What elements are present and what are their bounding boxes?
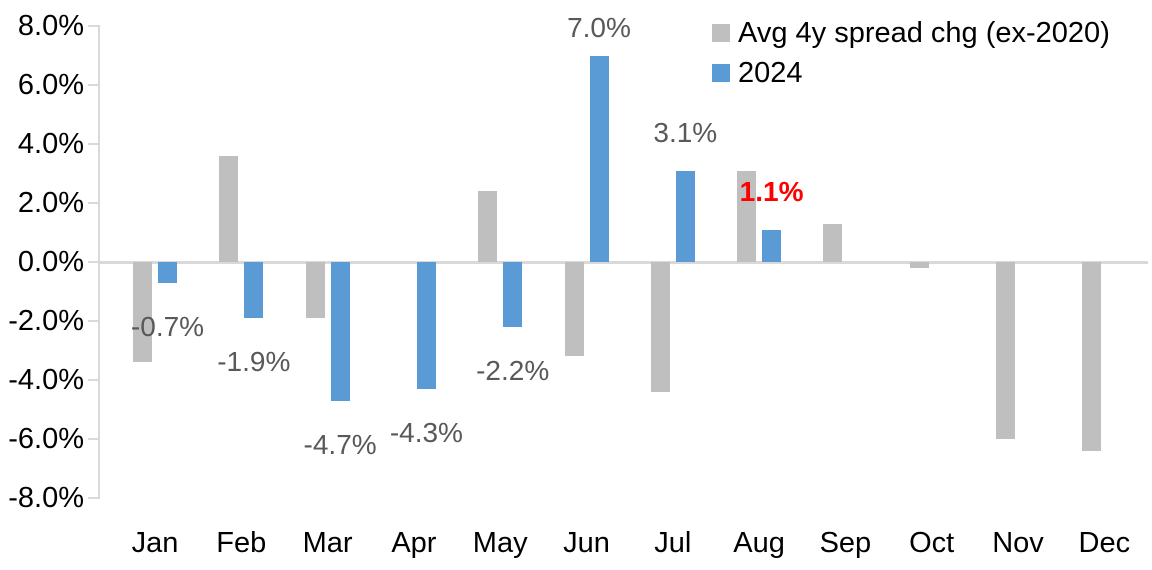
x-axis-label-apr: Apr [391,527,437,559]
y-axis-label--4-0-: -4.0% [8,364,84,396]
y-axis-tick--2-0- [88,320,100,322]
legend-label-avg-spread: Avg 4y spread chg (ex-2020) [738,17,1110,49]
data-label-may: -2.2% [476,354,550,386]
bar-avg-oct [909,262,929,268]
bar-2024-feb [244,262,264,319]
y-axis-label-6-0-: 6.0% [17,69,84,101]
y-axis-label-2-0-: 2.0% [17,187,84,219]
bar-avg-feb [219,155,239,262]
bar-avg-jan [133,262,152,363]
x-axis-label-jan: Jan [131,527,179,559]
bar-2024-jul [675,170,695,262]
y-axis-label--6-0-: -6.0% [8,423,84,455]
data-label-aug: 1.1% [739,175,804,207]
y-axis-label-4-0-: 4.0% [17,128,84,160]
legend-label-2024: 2024 [738,57,803,89]
y-axis-tick--8-0- [88,497,100,499]
bar-avg-aug [737,170,757,262]
y-axis-label--8-0-: -8.0% [8,482,84,514]
bar-avg-mar [305,262,325,319]
data-label-jul: 3.1% [653,116,718,148]
y-axis-tick--6-0- [88,438,100,440]
data-label-jan: -0.7% [130,310,205,342]
bar-avg-jun [564,262,584,357]
bar-avg-nov [996,262,1015,439]
bar-avg-may [478,191,498,262]
bar-2024-apr [416,262,436,389]
x-axis-label-dec: Dec [1078,527,1131,559]
data-label-jun: 7.0% [567,12,631,43]
y-axis-tick-2-0- [88,202,100,204]
bar-2024-mar [330,262,350,401]
legend-item-2024: 2024 [712,56,1110,90]
bar-2024-aug [762,229,782,262]
x-axis-label-oct: Oct [909,527,955,559]
legend-swatch-2024 [712,64,730,82]
y-axis-label-8-0-: 8.0% [17,10,84,42]
bar-avg-sep [823,223,843,262]
x-axis-label-may: May [472,527,528,559]
legend-swatch-avg-spread [712,24,730,42]
y-axis-label-0-0-: 0.0% [17,246,84,278]
y-axis-tick-0-0- [88,261,100,263]
bar-avg-jul [650,262,670,392]
x-axis-label-aug: Aug [733,527,785,559]
x-axis-label-feb: Feb [216,527,267,559]
x-axis-label-jul: Jul [654,527,692,559]
x-axis-label-jun: Jun [563,527,610,559]
zero-gridline [98,260,1148,264]
x-axis-label-sep: Sep [819,527,872,559]
x-axis-label-nov: Nov [992,527,1044,559]
x-axis-label-mar: Mar [302,527,353,559]
bar-2024-jun [589,55,609,262]
data-label-apr: -4.3% [389,416,463,448]
bar-avg-dec [1082,262,1102,451]
y-axis-tick-6-0- [88,84,100,86]
data-label-mar: -4.7% [303,428,377,460]
legend-item-avg-spread: Avg 4y spread chg (ex-2020) [712,16,1110,50]
y-axis-tick-4-0- [88,143,100,145]
y-axis-label--2-0-: -2.0% [8,305,84,337]
y-axis-tick-8-0- [88,25,100,27]
legend: Avg 4y spread chg (ex-2020) 2024 [712,16,1110,90]
data-label-feb: -1.9% [217,346,291,378]
bar-2024-may [503,262,523,327]
y-axis-tick--4-0- [88,379,100,381]
bar-2024-jan [158,262,177,283]
